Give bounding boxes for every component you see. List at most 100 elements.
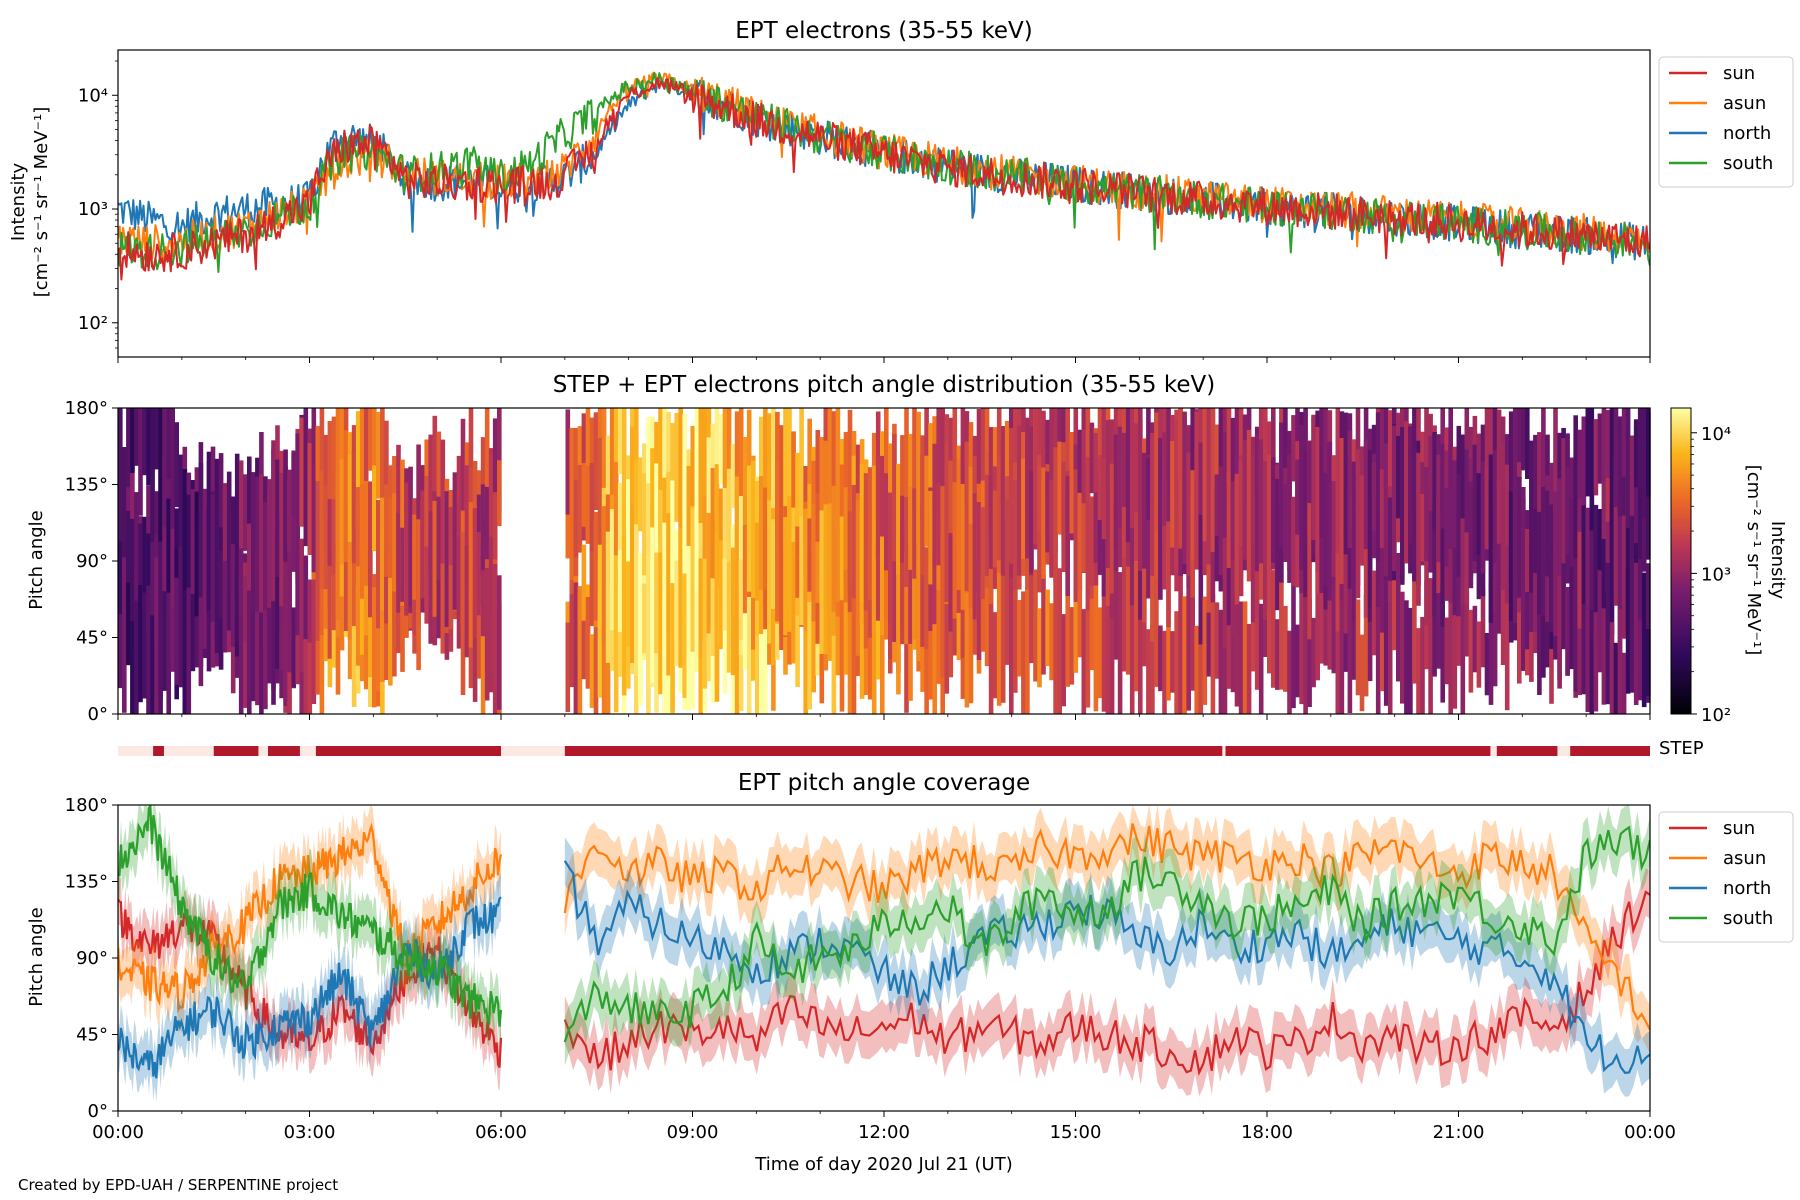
heatmap-cell (1210, 513, 1216, 603)
heatmap-cell (271, 440, 276, 602)
heatmap-cell (1291, 496, 1296, 565)
heatmap-cell (146, 585, 151, 714)
heatmap-cell (1335, 408, 1341, 554)
heatmap-cell (755, 593, 760, 714)
heatmap-cell (384, 549, 389, 624)
panel1-ylabel-line1: Intensity (8, 162, 29, 241)
heatmap-cell (222, 560, 228, 653)
heatmap-cell (932, 443, 937, 567)
heatmap-cell (424, 475, 429, 598)
heatmap-cell (1480, 461, 1486, 574)
step-active-segment (564, 746, 1223, 756)
heatmap-cell (1129, 592, 1135, 714)
heatmap-cell (1363, 439, 1369, 550)
heatmap-cell (767, 500, 772, 644)
heatmap-cell (118, 501, 123, 630)
heatmap-cell (1021, 458, 1026, 559)
heatmap-cell (803, 586, 808, 714)
heatmap-cell (1379, 469, 1385, 549)
heatmap-cell (1428, 578, 1433, 714)
heatmap-cell (323, 434, 329, 515)
heatmap-cell (888, 492, 893, 623)
heatmap-cell (799, 516, 804, 626)
heatmap-cell (908, 486, 913, 570)
heatmap-cell (126, 408, 131, 488)
heatmap-cell (1017, 600, 1022, 677)
heatmap-cell (722, 488, 728, 580)
heatmap-cell (1029, 560, 1034, 664)
heatmap-cell (742, 524, 748, 614)
heatmap-cell (295, 550, 300, 636)
heatmap-cell (476, 609, 482, 679)
heatmap-cell (1105, 419, 1111, 568)
heatmap-cell (174, 508, 179, 574)
heatmap-cell (343, 516, 349, 631)
heatmap-cell (343, 430, 349, 563)
heatmap-cell (1109, 578, 1115, 714)
heatmap-cell (432, 500, 438, 617)
heatmap-cell (1053, 566, 1058, 714)
heatmap-cell (1343, 536, 1349, 634)
heatmap-cell (944, 443, 950, 603)
heatmap-cell (388, 556, 393, 686)
heatmap-cell (1589, 638, 1595, 714)
heatmap-cell (565, 409, 571, 515)
heatmap-cell (1101, 458, 1107, 540)
heatmap-cell (581, 544, 587, 621)
heatmap-cell (795, 526, 800, 598)
heatmap-cell (916, 512, 921, 662)
heatmap-cell (267, 540, 272, 684)
heatmap-cell (585, 597, 591, 689)
heatmap-cell (1367, 449, 1373, 608)
heatmap-cell (896, 532, 901, 695)
heatmap-cell (734, 476, 740, 629)
heatmap-cell (722, 408, 728, 548)
heatmap-cell (1565, 466, 1570, 555)
heatmap-cell (1448, 408, 1453, 549)
heatmap-cell (480, 570, 486, 637)
heatmap-cell (1633, 419, 1639, 488)
heatmap-cell (1142, 452, 1147, 569)
series-line-south (563, 825, 1650, 1043)
heatmap-cell (1331, 539, 1337, 674)
heatmap-cell (601, 408, 607, 531)
heatmap-cell (1061, 461, 1066, 572)
heatmap-cell (601, 624, 607, 714)
heatmap-cell (218, 550, 224, 619)
heatmap-cell (589, 634, 595, 708)
heatmap-cell (1287, 454, 1292, 583)
heatmap-cell (1226, 408, 1232, 533)
heatmap-cell (617, 549, 623, 633)
heatmap-cell (900, 522, 905, 631)
heatmap-cell (1496, 570, 1502, 634)
x-tick-label: 00:00 (1624, 1122, 1676, 1143)
y-tick-label: 10³ (78, 199, 108, 220)
heatmap-cell (1275, 479, 1280, 611)
heatmap-cell (1238, 460, 1244, 547)
heatmap-cell (775, 461, 780, 622)
heatmap-cell (1379, 482, 1385, 633)
heatmap-cell (1182, 411, 1187, 565)
heatmap-cell (1190, 470, 1195, 561)
x-axis-label: Time of day 2020 Jul 21 (UT) (754, 1154, 1012, 1175)
heatmap-cell (1327, 594, 1333, 670)
heatmap-cell (767, 413, 772, 538)
heatmap-cell (323, 484, 329, 590)
heatmap-cell (1585, 408, 1591, 497)
heatmap-cell (948, 460, 954, 534)
heatmap-cell (1186, 452, 1191, 577)
heatmap-cell (565, 622, 571, 712)
heatmap-cell (1452, 562, 1458, 709)
legend-label-sun: sun (1723, 63, 1755, 84)
heatmap-cell (791, 431, 796, 532)
heatmap-cell (327, 499, 333, 566)
heatmap-cell (908, 545, 913, 644)
heatmap-cell (1057, 441, 1062, 535)
uncertainty-band-south (118, 805, 501, 1051)
heatmap-cell (1577, 429, 1582, 499)
heatmap-cell (1597, 570, 1603, 673)
heatmap-cell (1210, 408, 1216, 552)
heatmap-cell (751, 547, 756, 650)
heatmap-cell (1069, 432, 1075, 534)
heatmap-cell (1283, 606, 1288, 692)
